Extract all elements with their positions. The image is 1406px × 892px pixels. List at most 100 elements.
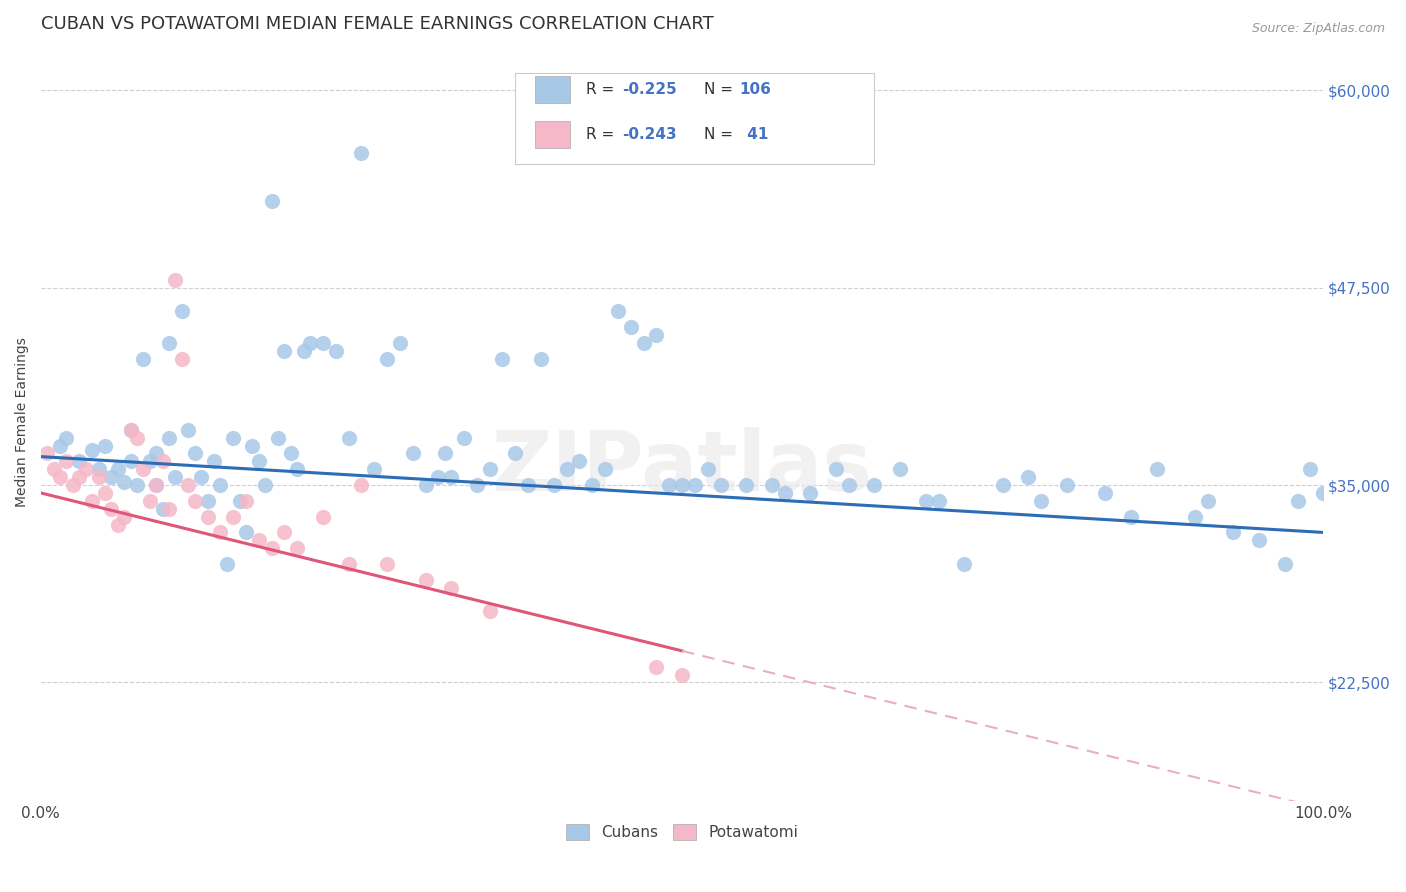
- Point: [1119, 509, 1142, 524]
- Point: [1029, 493, 1052, 508]
- Point: [157, 335, 180, 350]
- Point: [222, 431, 245, 445]
- Point: [55, 454, 77, 468]
- Point: [1274, 557, 1296, 571]
- Point: [914, 493, 936, 508]
- Point: [67, 470, 90, 484]
- Point: [183, 493, 205, 508]
- Point: [165, 470, 187, 484]
- Point: [593, 462, 616, 476]
- Point: [350, 478, 373, 492]
- Point: [100, 501, 122, 516]
- Point: [1299, 462, 1322, 476]
- Point: [350, 146, 373, 161]
- Point: [242, 439, 264, 453]
- Point: [125, 431, 148, 445]
- Point: [799, 486, 821, 500]
- Point: [260, 541, 283, 556]
- Point: [633, 335, 655, 350]
- Point: [197, 493, 219, 508]
- Text: CUBAN VS POTAWATOMI MEDIAN FEMALE EARNINGS CORRELATION CHART: CUBAN VS POTAWATOMI MEDIAN FEMALE EARNIN…: [41, 15, 714, 33]
- Text: N =: N =: [704, 82, 738, 97]
- Point: [658, 478, 681, 492]
- Text: R =: R =: [586, 127, 619, 142]
- Text: -0.225: -0.225: [621, 82, 676, 97]
- Legend: Cubans, Potawatomi: Cubans, Potawatomi: [560, 818, 804, 847]
- Point: [465, 478, 488, 492]
- Point: [145, 446, 167, 460]
- Point: [37, 446, 59, 460]
- Point: [82, 443, 104, 458]
- Point: [427, 470, 450, 484]
- Point: [285, 462, 308, 476]
- Point: [177, 423, 200, 437]
- Point: [838, 478, 860, 492]
- Point: [190, 470, 212, 484]
- Point: [197, 509, 219, 524]
- Point: [1017, 470, 1039, 484]
- Point: [280, 446, 302, 460]
- Point: [645, 659, 668, 673]
- Point: [453, 431, 475, 445]
- Point: [1249, 533, 1271, 548]
- Text: R =: R =: [586, 82, 619, 97]
- Point: [165, 273, 187, 287]
- Point: [235, 525, 257, 540]
- Point: [55, 431, 77, 445]
- Point: [312, 335, 335, 350]
- Point: [671, 478, 693, 492]
- Point: [299, 335, 322, 350]
- Point: [645, 328, 668, 343]
- Point: [107, 517, 129, 532]
- Text: N =: N =: [704, 127, 738, 142]
- Point: [139, 493, 162, 508]
- Point: [273, 525, 295, 540]
- Point: [247, 533, 270, 548]
- Point: [928, 493, 950, 508]
- Point: [49, 470, 72, 484]
- Point: [170, 304, 193, 318]
- Point: [1286, 493, 1309, 508]
- Point: [505, 446, 527, 460]
- Point: [543, 478, 565, 492]
- Point: [87, 462, 110, 476]
- Point: [491, 351, 513, 366]
- Point: [145, 478, 167, 492]
- Point: [415, 573, 437, 587]
- Point: [402, 446, 425, 460]
- Point: [517, 478, 540, 492]
- Point: [1222, 525, 1244, 540]
- Point: [228, 493, 250, 508]
- Point: [209, 478, 232, 492]
- Point: [1056, 478, 1078, 492]
- Point: [1094, 486, 1116, 500]
- Point: [222, 509, 245, 524]
- Point: [100, 470, 122, 484]
- Point: [683, 478, 706, 492]
- Point: [152, 454, 174, 468]
- Point: [440, 581, 463, 595]
- Point: [375, 351, 398, 366]
- Point: [49, 439, 72, 453]
- Point: [183, 446, 205, 460]
- Point: [42, 462, 65, 476]
- Point: [170, 351, 193, 366]
- Point: [82, 493, 104, 508]
- Point: [555, 462, 578, 476]
- Point: [87, 470, 110, 484]
- Point: [120, 423, 142, 437]
- Text: 106: 106: [740, 82, 772, 97]
- Point: [75, 462, 97, 476]
- Point: [415, 478, 437, 492]
- Point: [107, 462, 129, 476]
- Point: [247, 454, 270, 468]
- Point: [120, 454, 142, 468]
- FancyBboxPatch shape: [534, 120, 571, 148]
- Point: [863, 478, 886, 492]
- Point: [157, 431, 180, 445]
- Point: [120, 423, 142, 437]
- Point: [325, 343, 347, 358]
- Point: [132, 351, 155, 366]
- Point: [606, 304, 628, 318]
- Point: [696, 462, 718, 476]
